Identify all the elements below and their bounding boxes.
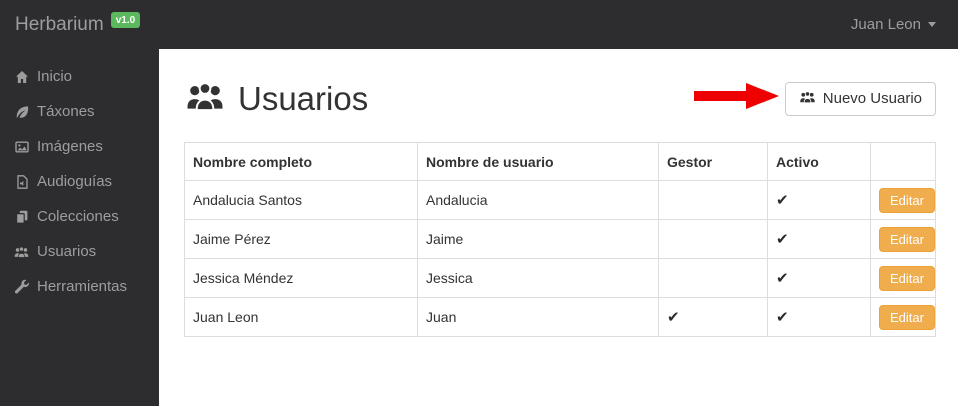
gestor-check xyxy=(658,180,768,220)
version-badge: v1.0 xyxy=(110,11,141,28)
sidebar-item-colecciones[interactable]: Colecciones xyxy=(0,199,159,234)
editar-button[interactable]: Editar xyxy=(879,304,935,330)
table-row: Andalucia Santos Andalucia ✔ Editar xyxy=(184,180,936,220)
annotation-arrow-icon xyxy=(693,83,779,114)
users-icon xyxy=(799,90,816,108)
wrench-icon xyxy=(14,279,29,294)
leaf-icon xyxy=(14,104,29,119)
sidebar-item-label: Imágenes xyxy=(37,138,103,155)
full-name-cell: Andalucia Santos xyxy=(184,180,418,220)
username-cell: Jessica xyxy=(417,258,659,298)
user-menu-label: Juan Leon xyxy=(850,16,921,33)
sidebar-item-audioguias[interactable]: Audioguías xyxy=(0,164,159,199)
sidebar-item-label: Táxones xyxy=(37,103,95,120)
column-header-activo: Activo xyxy=(767,142,871,181)
nuevo-usuario-label: Nuevo Usuario xyxy=(822,90,922,107)
sidebar-item-usuarios[interactable]: Usuarios xyxy=(0,234,159,269)
gestor-check: ✔ xyxy=(658,297,768,337)
sidebar-item-imagenes[interactable]: Imágenes xyxy=(0,129,159,164)
home-icon xyxy=(14,69,29,84)
main-content: Usuarios Nuevo Usuario Nom xyxy=(159,49,958,406)
column-header-actions xyxy=(870,142,936,181)
full-name-cell: Jaime Pérez xyxy=(184,219,418,259)
sidebar: Inicio Táxones Imágenes Audioguías Colec xyxy=(0,49,159,406)
table-row: Jessica Méndez Jessica ✔ Editar xyxy=(184,258,936,298)
sidebar-item-label: Audioguías xyxy=(37,173,113,190)
page-title: Usuarios xyxy=(238,79,369,117)
column-header-nombre-usuario: Nombre de usuario xyxy=(417,142,659,181)
gestor-check xyxy=(658,219,768,259)
column-header-gestor: Gestor xyxy=(658,142,768,181)
table-row: Jaime Pérez Jaime ✔ Editar xyxy=(184,219,936,259)
top-navbar: Herbarium v1.0 Juan Leon xyxy=(0,0,958,49)
activo-check: ✔ xyxy=(767,219,871,259)
sidebar-item-label: Herramientas xyxy=(37,278,128,295)
column-header-nombre-completo: Nombre completo xyxy=(184,142,418,181)
user-menu[interactable]: Juan Leon xyxy=(851,16,936,33)
activo-check: ✔ xyxy=(767,258,871,298)
username-cell: Juan xyxy=(417,297,659,337)
full-name-cell: Juan Leon xyxy=(184,297,418,337)
sidebar-item-taxones[interactable]: Táxones xyxy=(0,94,159,129)
activo-check: ✔ xyxy=(767,297,871,337)
table-row: Juan Leon Juan ✔ ✔ Editar xyxy=(184,297,936,337)
collections-icon xyxy=(14,209,29,224)
sidebar-item-label: Inicio xyxy=(37,68,73,85)
activo-check: ✔ xyxy=(767,180,871,220)
users-icon xyxy=(184,79,226,118)
full-name-cell: Jessica Méndez xyxy=(184,258,418,298)
username-cell: Andalucia xyxy=(417,180,659,220)
sidebar-item-herramientas[interactable]: Herramientas xyxy=(0,269,159,304)
sidebar-item-label: Usuarios xyxy=(37,243,97,260)
editar-button[interactable]: Editar xyxy=(879,187,935,213)
username-cell: Jaime xyxy=(417,219,659,259)
users-table: Nombre completo Nombre de usuario Gestor… xyxy=(184,142,936,337)
nuevo-usuario-button[interactable]: Nuevo Usuario xyxy=(784,81,936,116)
editar-button[interactable]: Editar xyxy=(879,226,935,252)
gestor-check xyxy=(658,258,768,298)
sidebar-item-label: Colecciones xyxy=(37,208,119,225)
caret-down-icon xyxy=(928,22,936,27)
users-icon xyxy=(14,244,29,259)
brand-name: Herbarium xyxy=(15,13,104,35)
editar-button[interactable]: Editar xyxy=(879,265,935,291)
brand[interactable]: Herbarium v1.0 xyxy=(15,11,141,36)
audio-file-icon xyxy=(14,174,29,189)
sidebar-item-inicio[interactable]: Inicio xyxy=(0,59,159,94)
image-icon xyxy=(14,139,29,154)
table-header-row: Nombre completo Nombre de usuario Gestor… xyxy=(184,142,936,181)
